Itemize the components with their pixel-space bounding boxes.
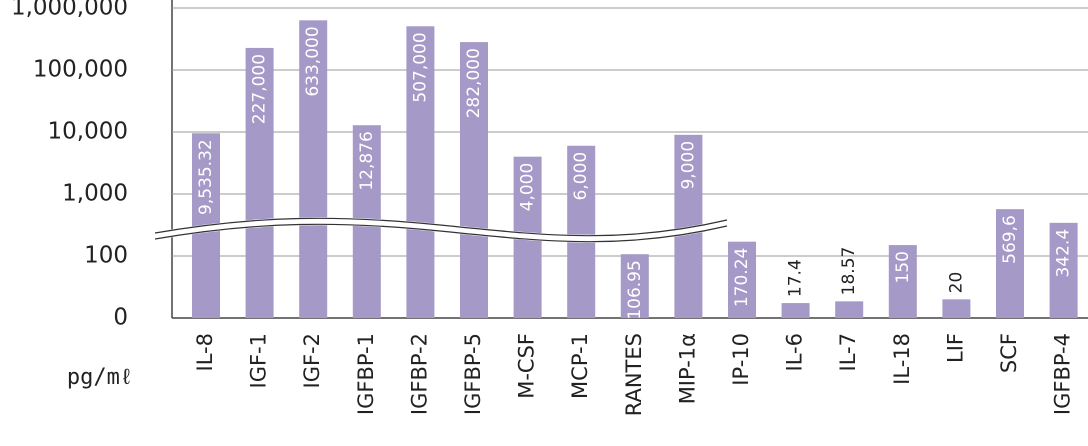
value-label: 633,000 [303,26,323,96]
plot: 9,535.32 227,000 633,000 12,876 507,000 282,0… [172,7,1088,320]
value-label: 6,000 [571,152,591,201]
bar [299,20,328,319]
value-label: 17.4 [786,259,806,297]
bar [406,26,435,318]
value-label: 106.95 [625,260,645,319]
bar [245,47,274,319]
x-tick-label: IL-7 [836,333,860,371]
x-tick-label: MCP-1 [568,333,592,399]
x-tick-label: IL-6 [783,333,807,371]
value-label: 9,535.32 [196,139,216,215]
value-label: 282,000 [464,48,484,118]
x-tick-label: IGFBP-1 [354,333,378,415]
x-tick-label: LIF [943,333,967,363]
value-label: 9,000 [678,141,698,190]
x-tick-label: IGFBP-2 [407,333,431,415]
value-label: 342.4 [1054,229,1074,278]
bar [728,241,756,318]
x-tick-label: RANTES [622,333,646,416]
value-label: 170.24 [732,248,752,307]
y-tick-label: 1,000 [62,181,128,207]
value-label: 20 [946,272,966,294]
x-tick-label: IL-18 [890,333,914,385]
x-tick-label: IGF-2 [300,333,324,388]
unit-label: pg/mℓ [67,365,133,390]
bar [620,254,649,318]
bar [835,301,864,318]
y-tick-label: 1,000,000 [11,0,128,21]
bar [888,245,917,318]
bar [996,209,1024,318]
bar [1049,222,1078,318]
value-label: 4,000 [518,163,538,212]
x-tick-label: IGFBP-4 [1051,333,1075,415]
bar [781,303,810,318]
bar [942,299,971,318]
x-tick-label: M-CSF [515,333,539,399]
y-tick-label: 100 [84,243,128,269]
x-tick-label: MIP-1α [675,333,699,404]
value-label: 12,876 [357,131,377,190]
bar [460,42,488,318]
x-tick-label: SCF [997,333,1021,373]
y-tick-label: 10,000 [48,119,128,145]
y-tick-label: 0 [113,305,128,331]
value-label: 18.57 [839,247,859,296]
x-tick-label: IL-8 [193,333,217,371]
axis-break [154,217,728,243]
y-tick-label: 100,000 [33,57,128,83]
bar [567,145,596,318]
x-tick-label: IGF-1 [247,333,271,388]
value-label: 150 [893,251,913,283]
value-label: 569,6 [1000,215,1020,264]
value-label: 227,000 [250,54,270,124]
x-tick-label: IP-10 [729,333,753,386]
value-label: 507,000 [410,32,430,102]
x-tick-label: IGFBP-5 [461,333,485,415]
